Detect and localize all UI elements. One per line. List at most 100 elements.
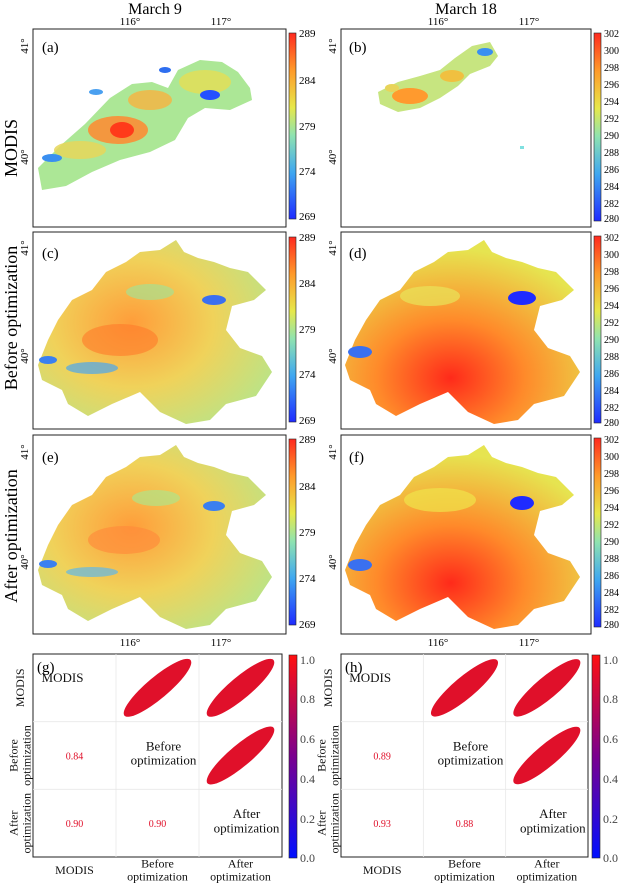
cbar-f-tick-284: 284 (604, 588, 619, 599)
row-title-modis: MODIS (1, 119, 21, 177)
cbar-d-tick-284: 284 (604, 386, 619, 397)
lat-tick-41-c: 41° (19, 240, 31, 255)
cbar-b-tick-290: 290 (604, 131, 619, 142)
colorbar-corr-g: 1.0 0.8 0.6 0.4 0.2 0.0 (288, 653, 315, 865)
cbar-e-tick-279: 279 (299, 527, 316, 539)
cbar-d-tick-292: 292 (604, 318, 619, 329)
cbar-g-tick-0.6: 0.6 (300, 732, 315, 746)
cbar-b-tick-294: 294 (604, 97, 619, 108)
lon-tick-116-top-left: 116° (120, 16, 141, 28)
lat-tick-40-e: 40° (19, 554, 31, 569)
corr-y-label: MODIS (13, 668, 27, 707)
panel-a-map (38, 60, 252, 190)
cbar-d-tick-282: 282 (604, 403, 619, 414)
corr-y-label: Afteroptimization (314, 793, 341, 854)
cbar-e-tick-284: 284 (299, 481, 316, 493)
corr-x-label: MODIS (363, 863, 402, 877)
panel-b: (b) 41° 40° (327, 28, 592, 228)
corr-y-label: Afteroptimization (6, 793, 33, 854)
colorbar-march9-c: 289 284 279 274 269 (288, 232, 316, 427)
cbar-g-tick-0.0: 0.0 (300, 851, 315, 865)
corr-value: 0.84 (66, 752, 84, 763)
cbar-f-tick-286: 286 (604, 571, 619, 582)
cbar-b-tick-280: 280 (604, 214, 619, 225)
panel-d: (d) 41° 40° (327, 231, 592, 430)
lon-tick-116-top-right: 116° (428, 16, 449, 28)
lat-tick-41-f: 41° (327, 444, 339, 459)
corr-x-label: After optimization (210, 856, 271, 883)
corr-diag-label: MODIS (42, 670, 84, 685)
cbar-b-tick-288: 288 (604, 148, 619, 159)
corr-x-label: After optimization (517, 856, 578, 883)
corr-x-label: MODIS (55, 863, 94, 877)
cbar-h-tick-0.6: 0.6 (603, 732, 618, 746)
panel-e-label: (e) (42, 450, 59, 466)
corr-ellipse (513, 659, 581, 717)
panel-h-label: (h) (345, 660, 363, 676)
corr-ellipse (206, 658, 275, 717)
cbar-a-tick-269: 269 (299, 211, 316, 223)
cbar-h-tick-0.2: 0.2 (603, 812, 618, 826)
corr-ellipse (513, 726, 581, 785)
cbar-c-tick-279: 279 (299, 324, 316, 336)
cbar-a-tick-274: 274 (299, 166, 316, 178)
lat-tick-41-d: 41° (327, 240, 339, 255)
corr-x-label: Before optimization (127, 856, 188, 883)
panel-h: MODIS 0.89 Before optimization 0.93 0.88 After… (314, 653, 589, 884)
panel-e: (e) 41° 40° (19, 434, 287, 635)
corr-value: 0.89 (373, 752, 391, 763)
cbar-d-tick-290: 290 (604, 335, 619, 346)
corr-value: 0.93 (373, 819, 391, 830)
cbar-f-tick-296: 296 (604, 486, 619, 497)
corr-ellipse (123, 658, 192, 717)
panel-f-map (345, 445, 580, 629)
cbar-a-tick-289: 289 (299, 28, 316, 40)
cbar-c-tick-274: 274 (299, 369, 316, 381)
lon-tick-116-bottom-left: 116° (120, 637, 141, 649)
colorbar-march18-b: 302 300 298 296 294 292 290 288 286 284 … (593, 29, 619, 225)
cbar-e-tick-274: 274 (299, 573, 316, 585)
panel-a: (a) 41° 40° (19, 28, 287, 228)
lon-tick-117-bottom-right: 117° (519, 637, 540, 649)
colorbar-march9-e: 289 284 279 274 269 (288, 434, 316, 631)
cbar-h-tick-0.8: 0.8 (603, 692, 618, 706)
cbar-f-tick-294: 294 (604, 503, 619, 514)
corr-diag-label: MODIS (349, 670, 391, 685)
panel-c: (c) 41° 40° (19, 231, 287, 430)
cbar-d-tick-286: 286 (604, 369, 619, 380)
panel-a-label: (a) (42, 40, 59, 56)
corr-ellipse (206, 726, 275, 785)
row-title-after: After optimization (1, 469, 21, 602)
lon-tick-117-bottom-left: 117° (211, 637, 232, 649)
cbar-d-tick-280: 280 (604, 418, 619, 429)
panel-g-label: (g) (37, 660, 55, 676)
cbar-f-tick-280: 280 (604, 620, 619, 631)
colorbar-march18-d: 302 300 298 296 294 292 290 288 286 284 … (593, 233, 619, 429)
lon-tick-116-bottom-right: 116° (428, 637, 449, 649)
colorbar-march9-a: 289 284 279 274 269 (288, 28, 316, 223)
cbar-d-tick-294: 294 (604, 301, 619, 312)
cbar-d-tick-288: 288 (604, 352, 619, 363)
panel-d-map (345, 240, 580, 424)
panel-d-label: (d) (349, 246, 367, 262)
cbar-f-tick-302: 302 (604, 435, 619, 446)
row-title-before: Before optimization (1, 246, 21, 390)
lat-tick-41-a: 41° (19, 38, 31, 53)
corr-value: 0.90 (66, 819, 84, 830)
cbar-b-tick-300: 300 (604, 46, 619, 57)
lat-tick-40-f: 40° (327, 554, 339, 569)
panel-b-label: (b) (349, 40, 367, 56)
cbar-g-tick-0.8: 0.8 (300, 692, 315, 706)
cbar-d-tick-298: 298 (604, 267, 619, 278)
corr-value: 0.88 (456, 819, 474, 830)
cbar-f-tick-300: 300 (604, 452, 619, 463)
cbar-d-tick-300: 300 (604, 250, 619, 261)
panel-c-label: (c) (42, 246, 59, 262)
cbar-c-tick-289: 289 (299, 232, 316, 244)
corr-diag-label: Before optimization (438, 738, 504, 767)
corr-y-label: Beforeoptimization (314, 725, 341, 786)
cbar-b-tick-286: 286 (604, 165, 619, 176)
corr-y-label: Beforeoptimization (6, 725, 33, 786)
lat-tick-40-c: 40° (19, 348, 31, 363)
cbar-b-tick-298: 298 (604, 63, 619, 74)
